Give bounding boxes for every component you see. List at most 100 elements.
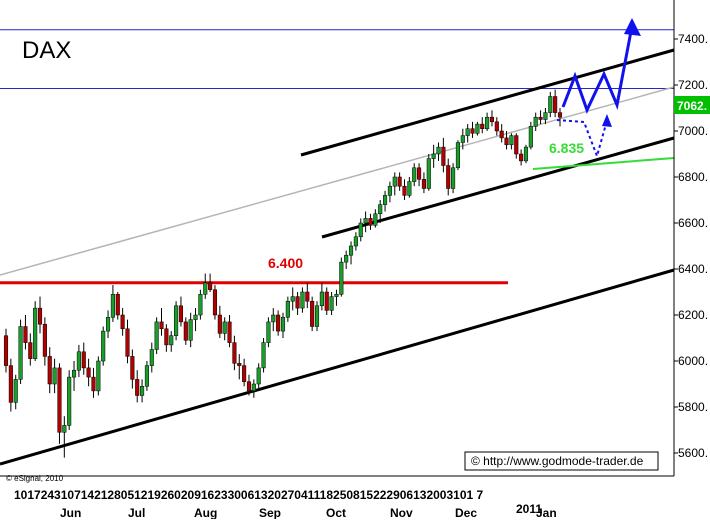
- x-month-label: Nov: [390, 506, 413, 519]
- candle: [251, 379, 256, 398]
- y-tick-label: 6400.: [678, 262, 708, 276]
- x-month-label: Jun: [60, 506, 81, 519]
- candle-body: [8, 365, 13, 403]
- candle: [178, 296, 183, 327]
- candle-body: [203, 282, 208, 295]
- candle-body: [412, 167, 417, 182]
- candle-body: [120, 314, 125, 330]
- candle-body: [222, 321, 227, 334]
- candle-body: [149, 349, 154, 366]
- candle: [373, 209, 378, 228]
- candle-body: [37, 307, 43, 325]
- candle-body: [135, 379, 140, 396]
- candle: [421, 172, 426, 194]
- candle: [436, 142, 441, 161]
- x-month-label: 2011: [516, 502, 542, 516]
- candle-body: [358, 222, 363, 238]
- candle-body: [451, 167, 456, 189]
- candle: [426, 154, 431, 191]
- candle: [402, 179, 407, 200]
- candle-body: [314, 305, 320, 327]
- candle: [494, 117, 499, 136]
- candle: [52, 358, 57, 394]
- candle: [446, 158, 451, 196]
- resistance-label: 6.400: [268, 255, 303, 271]
- candle: [62, 416, 67, 458]
- y-tick-label: 5600.: [678, 446, 708, 460]
- candle: [329, 292, 334, 315]
- candle: [71, 361, 77, 391]
- candle: [276, 310, 281, 336]
- pullback-arrowhead: [602, 114, 612, 127]
- candle: [37, 296, 43, 334]
- candle-body: [154, 321, 159, 350]
- candle-body: [246, 381, 252, 392]
- candle-body: [101, 330, 106, 362]
- candle-body: [519, 153, 524, 162]
- candle: [246, 374, 252, 396]
- candle: [290, 287, 295, 311]
- candle: [460, 128, 465, 150]
- candle: [480, 117, 485, 134]
- candle: [96, 356, 101, 396]
- candle-body: [188, 319, 193, 341]
- candle-body: [300, 291, 305, 309]
- candle: [237, 354, 242, 380]
- candle: [232, 335, 237, 371]
- candle: [266, 317, 271, 348]
- candle-body: [523, 146, 529, 162]
- candle-body: [436, 146, 441, 155]
- candle-body: [392, 176, 397, 187]
- candle-body: [528, 126, 533, 148]
- candle: [553, 89, 558, 118]
- candle-body: [368, 218, 373, 226]
- candle-body: [348, 245, 354, 256]
- candle: [344, 250, 349, 269]
- candle: [300, 287, 305, 313]
- candle-body: [96, 360, 101, 392]
- candle-body: [305, 291, 310, 302]
- candle-body: [81, 351, 86, 369]
- candle-body: [470, 128, 475, 134]
- candle-body: [23, 326, 28, 343]
- candle: [256, 363, 261, 389]
- candle: [455, 140, 460, 171]
- candle: [222, 317, 227, 341]
- candle-body: [47, 356, 52, 385]
- candle: [28, 333, 33, 366]
- candle: [91, 367, 96, 398]
- candle: [261, 338, 266, 373]
- candle-body: [383, 195, 388, 205]
- candle: [115, 292, 120, 320]
- candle: [120, 308, 125, 336]
- candle: [557, 108, 563, 127]
- candle: [164, 324, 169, 352]
- candle-body: [494, 121, 499, 132]
- candle-body: [261, 342, 266, 369]
- candle: [475, 121, 480, 136]
- candle-body: [460, 135, 465, 143]
- y-tick-label: 7200.: [678, 78, 708, 92]
- y-tick-label: 6800.: [678, 170, 708, 184]
- candle-body: [533, 116, 538, 127]
- candle: [33, 301, 38, 361]
- candle: [8, 358, 13, 412]
- candle: [149, 342, 154, 373]
- candle: [212, 285, 218, 320]
- candle: [193, 308, 198, 332]
- candle: [106, 310, 111, 338]
- candle-body: [324, 291, 329, 311]
- candle-body: [52, 367, 57, 385]
- candle: [387, 181, 392, 203]
- candle-body: [212, 289, 218, 316]
- candle-body: [363, 218, 368, 224]
- x-day-labels: 1017243107142128051219260209162330061320…: [14, 488, 484, 502]
- y-tick-label: 7000.: [678, 124, 708, 138]
- candle-body: [62, 425, 67, 433]
- x-month-label: Jan: [536, 506, 557, 519]
- candle-body: [397, 176, 402, 187]
- candle: [13, 374, 18, 410]
- candle-body: [71, 369, 77, 378]
- source-note: © eSignal, 2010: [6, 474, 64, 483]
